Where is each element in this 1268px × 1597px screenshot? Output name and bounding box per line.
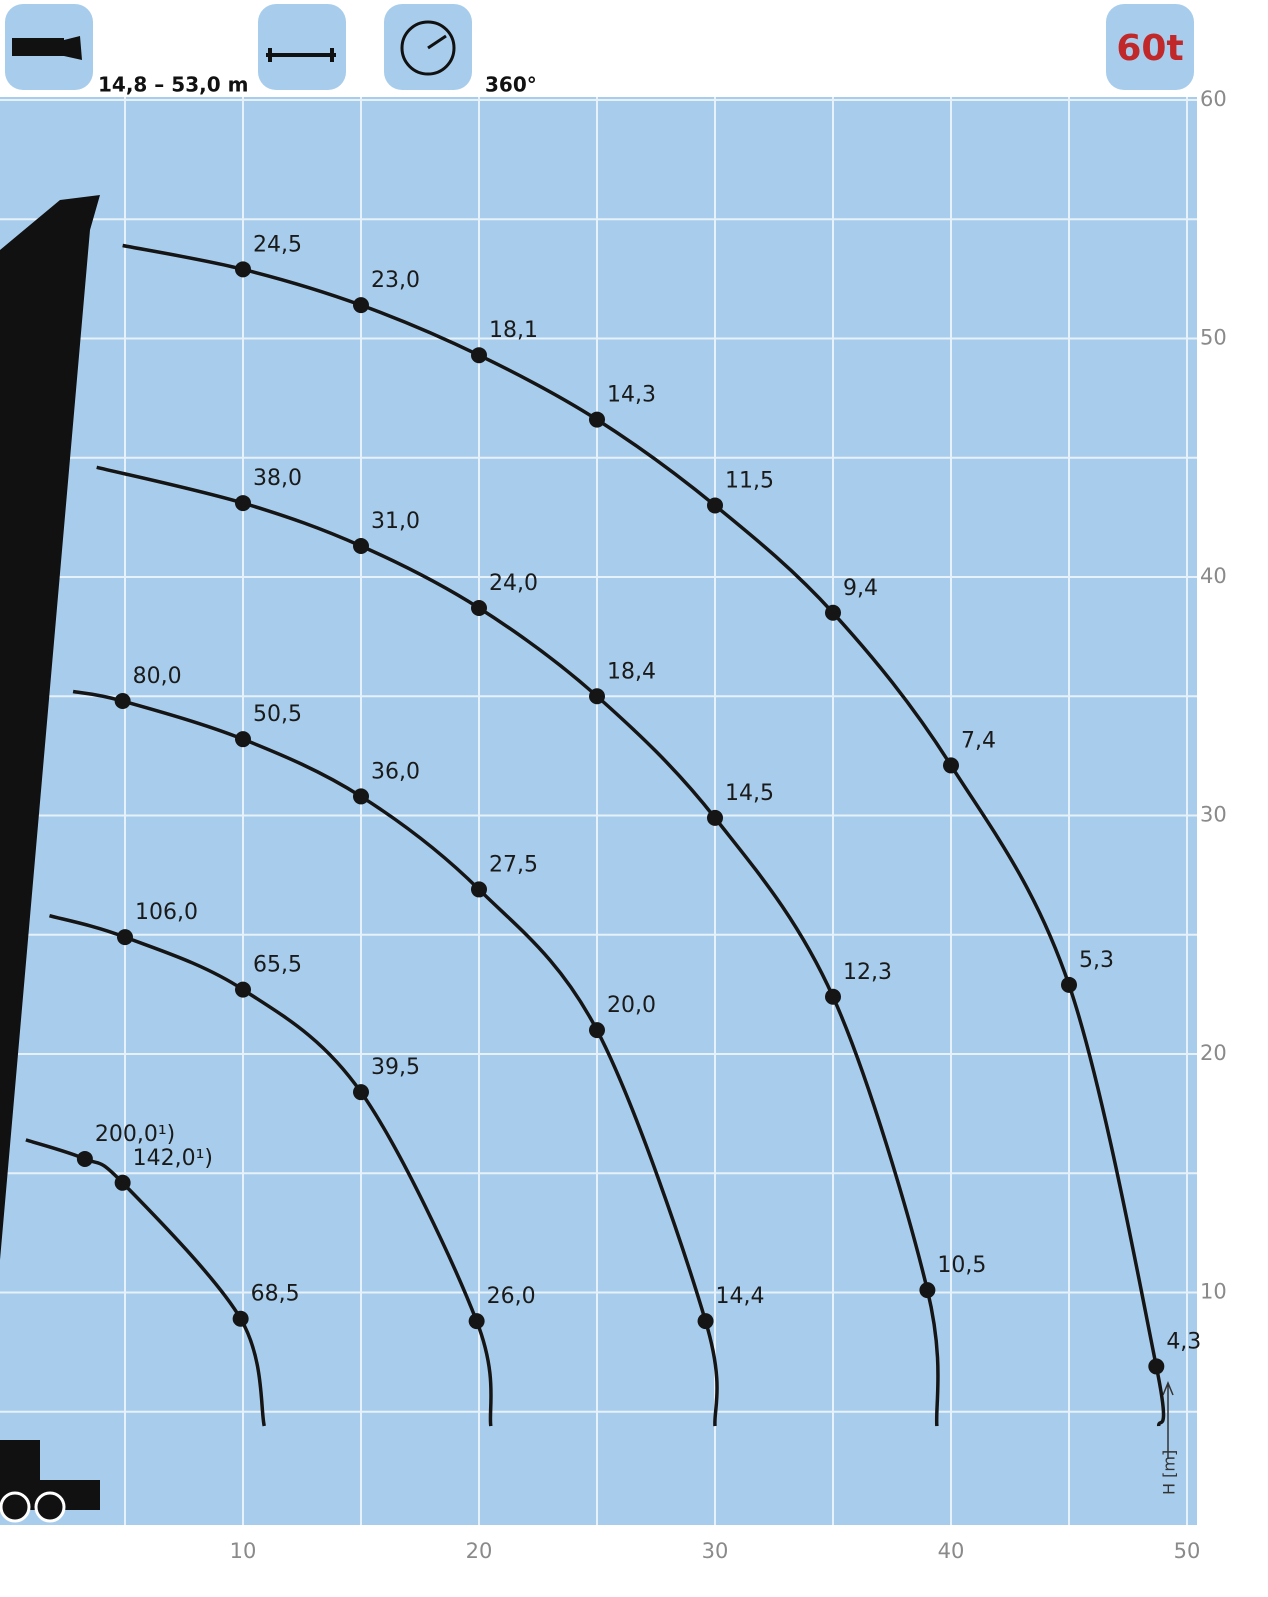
load-label: 36,0 <box>371 759 420 784</box>
load-label: 18,1 <box>489 318 538 343</box>
load-point <box>353 538 369 554</box>
load-label: 9,4 <box>843 576 878 601</box>
y-tick-label: 20 <box>1200 1041 1227 1065</box>
load-point <box>1061 977 1077 993</box>
chart: 60t 14,8 – 53,0 m 360° H [m] 10 20 30 40 50 1… <box>0 0 1268 1597</box>
load-label: 106,0 <box>135 900 198 925</box>
load-label: 39,5 <box>371 1055 420 1080</box>
load-label: 23,0 <box>371 268 420 293</box>
boom-shape <box>12 38 64 56</box>
x-tick-label: 40 <box>938 1539 965 1563</box>
y-tick-label: 50 <box>1200 326 1227 350</box>
capacity: 60t <box>1116 28 1183 69</box>
load-label: 14,3 <box>607 383 656 408</box>
load-label: 31,0 <box>371 509 420 534</box>
load-point <box>471 881 487 897</box>
x-tick-label: 30 <box>702 1539 729 1563</box>
slewing-angle: 360° <box>485 73 537 97</box>
load-label: 18,4 <box>607 659 656 684</box>
load-point <box>235 731 251 747</box>
load-label: 14,4 <box>716 1284 765 1309</box>
load-label: 65,5 <box>253 953 302 978</box>
load-point <box>235 982 251 998</box>
page: {"chart_data": {"type": "line", "boom_le… <box>0 0 1268 1597</box>
load-point <box>707 810 723 826</box>
load-point <box>589 688 605 704</box>
load-point <box>469 1313 485 1329</box>
load-label: 24,0 <box>489 571 538 596</box>
load-point <box>1148 1358 1164 1374</box>
boom-length: 14,8 – 53,0 m <box>98 73 248 97</box>
load-point <box>233 1311 249 1327</box>
y-tick-label: 60 <box>1200 87 1227 111</box>
load-point <box>235 495 251 511</box>
load-point <box>943 757 959 773</box>
load-point <box>471 600 487 616</box>
load-label: 50,5 <box>253 702 302 727</box>
load-label: 4,3 <box>1166 1329 1201 1354</box>
outrigger-icon <box>258 4 346 90</box>
load-point <box>353 297 369 313</box>
load-label: 38,0 <box>253 466 302 491</box>
load-point <box>919 1282 935 1298</box>
load-point <box>235 261 251 277</box>
load-label: 27,5 <box>489 852 538 877</box>
load-label: 14,5 <box>725 781 774 806</box>
plot-background <box>0 97 1197 1525</box>
load-label: 5,3 <box>1079 948 1114 973</box>
y-tick-label: 30 <box>1200 803 1227 827</box>
x-tick-label: 10 <box>230 1539 257 1563</box>
load-point <box>698 1313 714 1329</box>
x-tick-label: 20 <box>466 1539 493 1563</box>
load-point <box>589 412 605 428</box>
y-axis-label: H [m] <box>1160 1450 1179 1495</box>
load-point <box>117 929 133 945</box>
load-point <box>707 497 723 513</box>
load-point <box>77 1151 93 1167</box>
load-label: 200,0¹) <box>95 1122 175 1147</box>
load-label: 20,0 <box>607 993 656 1018</box>
load-point <box>115 693 131 709</box>
x-tick-label: 50 <box>1174 1539 1201 1563</box>
load-point <box>353 788 369 804</box>
load-point <box>825 989 841 1005</box>
load-label: 11,5 <box>725 468 774 493</box>
load-label: 68,5 <box>251 1282 300 1307</box>
load-label: 80,0 <box>133 664 182 689</box>
load-label: 142,0¹) <box>133 1146 213 1171</box>
load-label: 7,4 <box>961 728 996 753</box>
load-label: 10,5 <box>937 1253 986 1278</box>
load-point <box>471 347 487 363</box>
y-tick-label: 40 <box>1200 564 1227 588</box>
load-label: 24,5 <box>253 232 302 257</box>
load-point <box>353 1084 369 1100</box>
load-point <box>115 1175 131 1191</box>
load-label: 26,0 <box>487 1284 536 1309</box>
wheel <box>1 1493 29 1521</box>
load-point <box>825 605 841 621</box>
y-tick-label: 10 <box>1200 1280 1227 1304</box>
load-label: 12,3 <box>843 960 892 985</box>
boom-head <box>64 36 82 60</box>
load-point <box>589 1022 605 1038</box>
wheel <box>36 1493 64 1521</box>
